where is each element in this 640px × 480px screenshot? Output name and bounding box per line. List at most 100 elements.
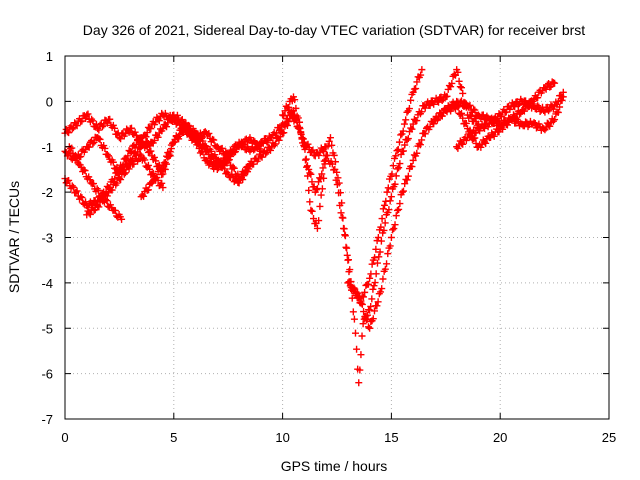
data-point [374,234,382,241]
data-point [184,121,192,129]
data-point [350,284,358,292]
data-point [166,148,174,156]
data-point [395,205,403,213]
data-point [227,152,235,160]
data-point [389,162,397,170]
data-point [152,157,160,165]
data-point [404,172,412,180]
data-point [403,108,411,116]
data-point [286,109,294,117]
data-point [131,128,139,136]
data-point [376,248,384,256]
data-point [467,133,475,141]
data-point [408,125,416,133]
y-tick-label: 0 [46,94,53,109]
data-point [268,134,276,142]
data-point [388,170,396,178]
data-point [158,164,166,172]
data-point [370,307,378,315]
data-point [384,184,392,192]
data-point [413,117,421,125]
data-point [223,155,231,163]
data-point [400,120,408,128]
data-point [364,323,372,331]
data-point [321,156,329,164]
data-point [530,119,538,127]
data-point [421,104,429,112]
data-point [85,143,93,151]
data-point [554,97,562,105]
data-point [308,147,316,155]
data-point [305,144,313,152]
data-point [448,79,456,87]
data-point [471,106,479,114]
data-point [396,200,404,208]
data-point [379,205,387,213]
data-point [520,107,528,115]
data-point [349,308,357,316]
data-point [127,148,135,156]
data-point [88,115,96,123]
data-point [307,170,315,178]
data-point [345,278,353,286]
data-point [309,215,317,223]
data-point [401,180,409,188]
data-point [213,165,221,173]
data-point [222,148,230,156]
data-point [69,183,77,191]
data-point [95,135,103,143]
series-arc11 [453,88,567,152]
data-point [199,137,207,145]
data-point [302,155,310,163]
data-point [123,156,131,164]
data-point [313,224,321,232]
data-point [305,186,313,194]
data-point [559,88,567,96]
data-point [355,292,363,300]
data-point [306,169,314,177]
data-point [308,207,316,215]
data-point [363,315,371,323]
data-point [301,145,309,153]
data-point [344,256,352,264]
data-point [103,192,111,200]
data-point [190,134,198,142]
data-point [71,151,79,159]
data-point [117,135,125,143]
data-point [403,136,411,144]
data-point [94,202,102,210]
data-point [408,163,416,171]
data-point [391,221,399,229]
data-point [150,153,158,161]
data-point [438,112,446,120]
data-point [353,345,361,353]
data-point [78,194,86,202]
data-point [207,147,215,155]
data-point [364,280,372,288]
data-point [442,106,450,114]
data-point [178,116,186,124]
data-point [153,173,161,181]
data-point [456,83,464,91]
data-point [348,294,356,302]
data-point [330,151,338,159]
data-point [118,215,126,223]
data-point [186,122,194,130]
data-point [320,157,328,165]
data-point [412,85,420,93]
data-point [393,206,401,214]
data-point [68,144,76,152]
data-point [161,165,169,173]
data-point [497,113,505,121]
data-point [371,254,379,262]
data-point [206,159,214,167]
x-tick-label: 20 [493,430,507,445]
data-point [407,96,415,104]
data-point [340,225,348,233]
data-point [438,97,446,105]
data-point [292,116,300,124]
x-tick-label: 25 [602,430,616,445]
data-point [202,143,210,151]
data-point [245,162,253,170]
data-point [373,259,381,267]
